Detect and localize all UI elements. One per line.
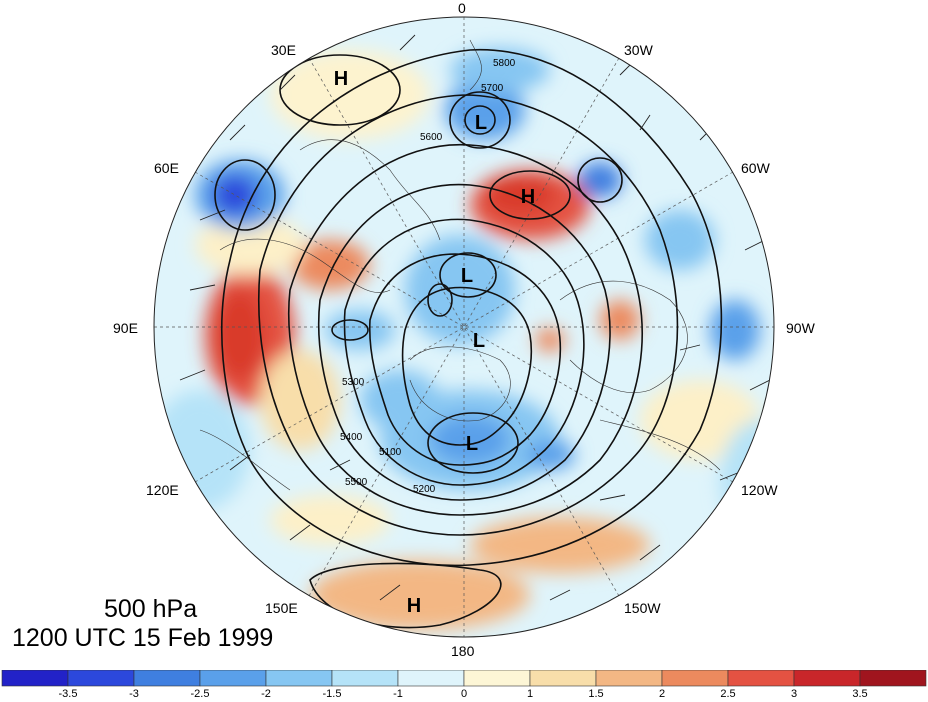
colorbar-segment [595, 670, 663, 687]
height-contours [214, 49, 723, 629]
pressure-center-high-pacific: H [407, 595, 421, 617]
longitude-label-60w: 60W [741, 160, 770, 176]
colorbar-segment [133, 670, 201, 687]
pressure-center-low-canada: L [473, 330, 485, 352]
colorbar-tick-label: -1 [393, 688, 403, 700]
map-boundary [153, 16, 775, 638]
map-title-level: 500 hPa [104, 595, 198, 623]
coastlines [199, 39, 721, 491]
anomaly-shading [154, 17, 774, 637]
colorbar-tick-label: -3 [129, 688, 139, 700]
colorbar-tick-label: 0 [460, 688, 468, 700]
colorbar-segment [727, 670, 795, 687]
colorbar-tick-label: -3.5 [58, 688, 78, 700]
pressure-center-low-arctic: L [461, 265, 473, 287]
pressure-center-high-europe: H [334, 68, 348, 90]
colorbar-segment [793, 670, 861, 687]
contour-label: 5400 [340, 432, 363, 443]
map-title-datetime: 1200 UTC 15 Feb 1999 [12, 624, 274, 652]
pressure-centers: H L H L L L H [334, 68, 535, 617]
longitude-label-0: 0 [458, 0, 466, 16]
colorbar-segment [265, 670, 333, 687]
colorbar-tick-label: -2.5 [190, 688, 210, 700]
colorbar-tick-label: -1.5 [322, 688, 342, 700]
contour-labels: 5800 5700 5600 5500 5400 5300 5200 5100 [340, 58, 516, 495]
longitude-label-90e: 90E [113, 320, 138, 336]
colorbar [1, 670, 927, 687]
colorbar-segment [463, 670, 531, 687]
colorbar-tick-label: -2 [261, 688, 271, 700]
longitude-label-120w: 120W [741, 482, 778, 498]
colorbar-segment [397, 670, 465, 687]
contour-label: 5500 [345, 477, 368, 488]
longitude-label-150w: 150W [624, 600, 661, 616]
colorbar-segment [661, 670, 729, 687]
longitude-label-180: 180 [451, 643, 475, 659]
pressure-center-low-atlantic: L [475, 112, 487, 134]
contour-label: 5800 [493, 58, 516, 69]
colorbar-segment [199, 670, 267, 687]
longitude-label-90w: 90W [786, 320, 815, 336]
contour-label: 5200 [413, 484, 436, 495]
pressure-center-high-atlantic: H [521, 186, 535, 208]
pressure-center-low-bering: L [466, 433, 478, 455]
longitude-label-120e: 120E [146, 482, 179, 498]
contour-label: 5700 [481, 83, 504, 94]
colorbar-tick-label: 2.5 [720, 688, 736, 700]
longitude-label-60e: 60E [154, 160, 179, 176]
colorbar-segment [529, 670, 597, 687]
colorbar-segment [67, 670, 135, 687]
colorbar-tick-label: 3.5 [852, 688, 868, 700]
colorbar-tick-label: 1 [526, 688, 534, 700]
colorbar-tick-label: 3 [790, 688, 798, 700]
contour-label: 5100 [379, 447, 402, 458]
contour-label: 5600 [420, 132, 443, 143]
colorbar-tick-label: 2 [658, 688, 666, 700]
contour-label: 5300 [342, 377, 365, 388]
longitude-label-150e: 150E [265, 600, 298, 616]
longitude-label-30w: 30W [624, 42, 653, 58]
longitude-label-30e: 30E [271, 42, 296, 58]
colorbar-tick-label: 1.5 [588, 688, 604, 700]
colorbar-segment [1, 670, 69, 687]
colorbar-segment [859, 670, 927, 687]
colorbar-segment [331, 670, 399, 687]
